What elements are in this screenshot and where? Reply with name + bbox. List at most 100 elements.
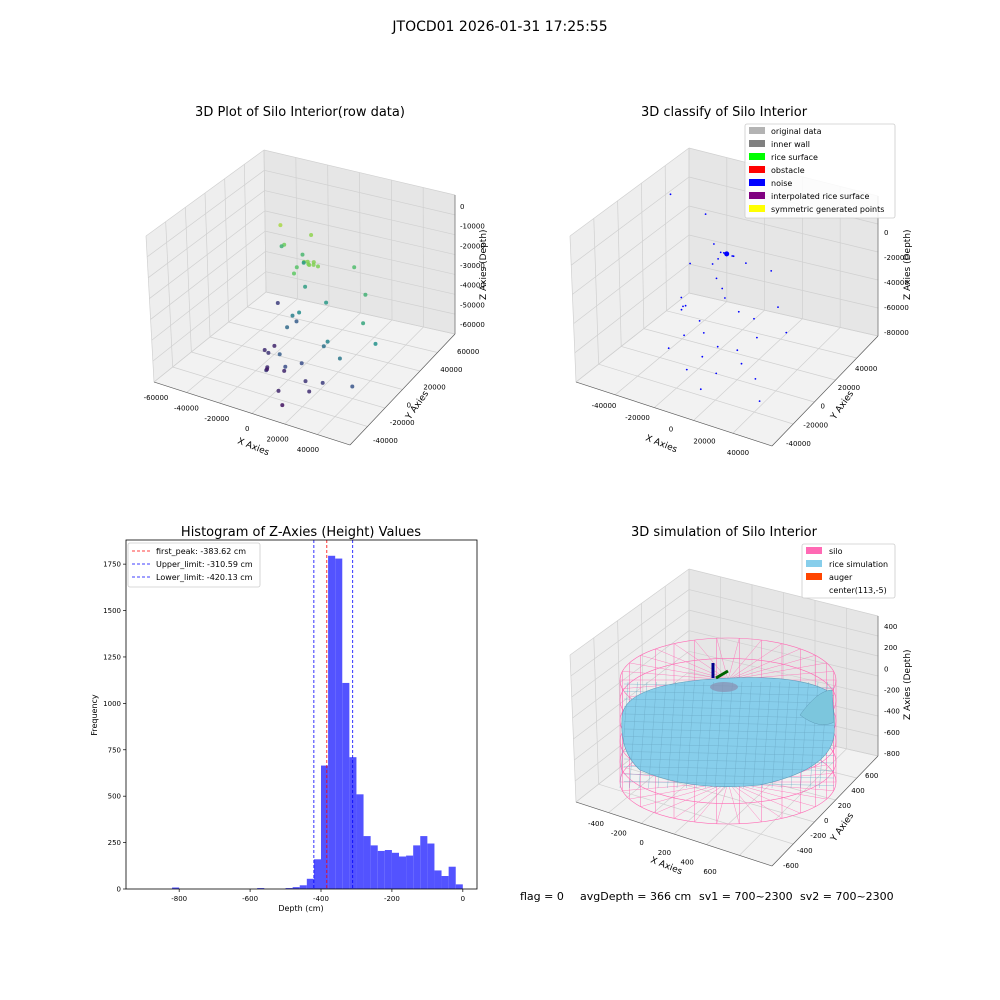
grid-line [654, 309, 765, 408]
z-tick-label: -40000 [884, 279, 909, 287]
x-tick-label: 40000 [727, 449, 749, 457]
data-point [280, 403, 285, 408]
y-tick-label: -20000 [803, 421, 828, 429]
rice-mesh-line [676, 681, 686, 789]
rice-mesh-line [648, 681, 657, 789]
y-tick-label: -40000 [373, 437, 398, 445]
grid-line [204, 192, 211, 338]
rice-mesh-line [623, 743, 835, 749]
rice-surface [619, 677, 835, 789]
grid-line [574, 263, 690, 354]
silo-bottom-spoke [716, 781, 729, 824]
noise-cluster [724, 251, 730, 257]
noise-point [689, 262, 691, 265]
grid-line [251, 312, 361, 414]
histogram-bar [427, 843, 435, 889]
x-tick-label: 40000 [297, 446, 319, 454]
axis-edge [575, 801, 773, 867]
noise-point [732, 255, 735, 258]
grid-line [732, 327, 841, 434]
noise-point [740, 362, 743, 365]
z-tick-label: -60000 [460, 321, 485, 329]
legend-swatch [749, 179, 765, 186]
noise-point [721, 287, 724, 290]
noise-point [680, 296, 683, 299]
grid-line [593, 218, 599, 365]
data-point [320, 380, 325, 385]
histogram-bar [399, 856, 407, 889]
raw-data-3d-panel: 3D Plot of Silo Interior(row data) -6000… [144, 105, 489, 458]
grid-line [614, 301, 728, 396]
histogram-bar [321, 765, 329, 889]
data-point [275, 301, 280, 305]
y-tick-label: 250 [108, 839, 121, 847]
grid-line [688, 589, 879, 637]
y-tick-label: 40000 [440, 366, 462, 374]
legend-label: rice surface [771, 153, 818, 162]
grid-line [688, 292, 879, 337]
z-tick-label: -600 [884, 729, 900, 737]
histogram-ticks: -800 -600 -400 -200 0 0 250 500 750 1000 1250 1500 1… [103, 561, 465, 903]
noise-point [704, 213, 707, 216]
y-tick-label: 1250 [103, 653, 121, 661]
status-footer: flag = 0 avgDepth = 366 cm sv1 = 700~230… [520, 890, 894, 903]
data-point [297, 310, 302, 315]
rice-mesh-line [762, 681, 771, 789]
legend-swatch [806, 547, 822, 554]
rice-mesh-line [667, 681, 676, 789]
rice-mesh-line [790, 681, 800, 789]
z-tick-label: -80000 [884, 329, 909, 337]
rice-surface-peak [799, 689, 835, 726]
axis-edge [771, 755, 879, 867]
simulation-ticks: -400-2000200400600-600-400-2000200400600… [588, 623, 900, 876]
z-tick-label: -20000 [884, 254, 909, 262]
x-tick-label: -40000 [174, 404, 199, 412]
data-point [265, 367, 269, 372]
y-tick-label: 200 [838, 802, 851, 810]
legend-label: auger [829, 573, 853, 582]
floor-pane [576, 293, 878, 446]
rice-mesh-line [743, 681, 752, 789]
x-tick-label: -600 [242, 895, 258, 903]
silo-top-spoke [727, 662, 827, 681]
rice-mesh-line [623, 751, 835, 756]
y-tick-label: 60000 [457, 348, 479, 356]
y-tick-label: 500 [108, 793, 121, 801]
grid-line [264, 169, 456, 216]
rice-mesh-line [619, 681, 629, 789]
raw-data-points [262, 223, 378, 408]
data-point [292, 271, 296, 276]
z-tick-label: -200 [884, 687, 900, 695]
data-point [363, 292, 368, 297]
data-point [303, 379, 308, 384]
x-tick-label: 600 [703, 868, 716, 876]
histogram-bar [328, 555, 336, 889]
data-point [272, 343, 277, 348]
figure-title: JTOCD01 2026-01-31 17:25:55 [391, 19, 607, 35]
y-tick-label: 1750 [103, 561, 121, 569]
grid-line [145, 235, 155, 383]
legend-swatch [749, 166, 765, 173]
data-point [307, 389, 312, 394]
grid-line [327, 164, 330, 307]
noise-point [715, 277, 718, 280]
silo-bottom-spoke [727, 781, 801, 814]
histogram-bar [406, 855, 414, 889]
x-tick-label: 400 [681, 858, 694, 866]
silo-bottom-spoke [727, 781, 783, 819]
histogram-bars [172, 555, 463, 890]
histogram-bar [313, 859, 321, 889]
data-point [352, 265, 357, 270]
rice-mesh-line [623, 766, 835, 771]
rice-mesh-line [623, 713, 835, 719]
grid-line [148, 190, 265, 278]
z-tick-label: 200 [884, 644, 897, 652]
noise-point [717, 258, 719, 260]
classify-title: 3D classify of Silo Interior [641, 105, 808, 120]
legend-label: interpolated rice surface [771, 192, 869, 201]
x-tick-label: -20000 [204, 415, 229, 423]
rice-mesh-line [629, 681, 638, 789]
z-tick-label: -20000 [460, 242, 485, 250]
noise-point [753, 317, 755, 320]
grid-line [224, 178, 230, 323]
